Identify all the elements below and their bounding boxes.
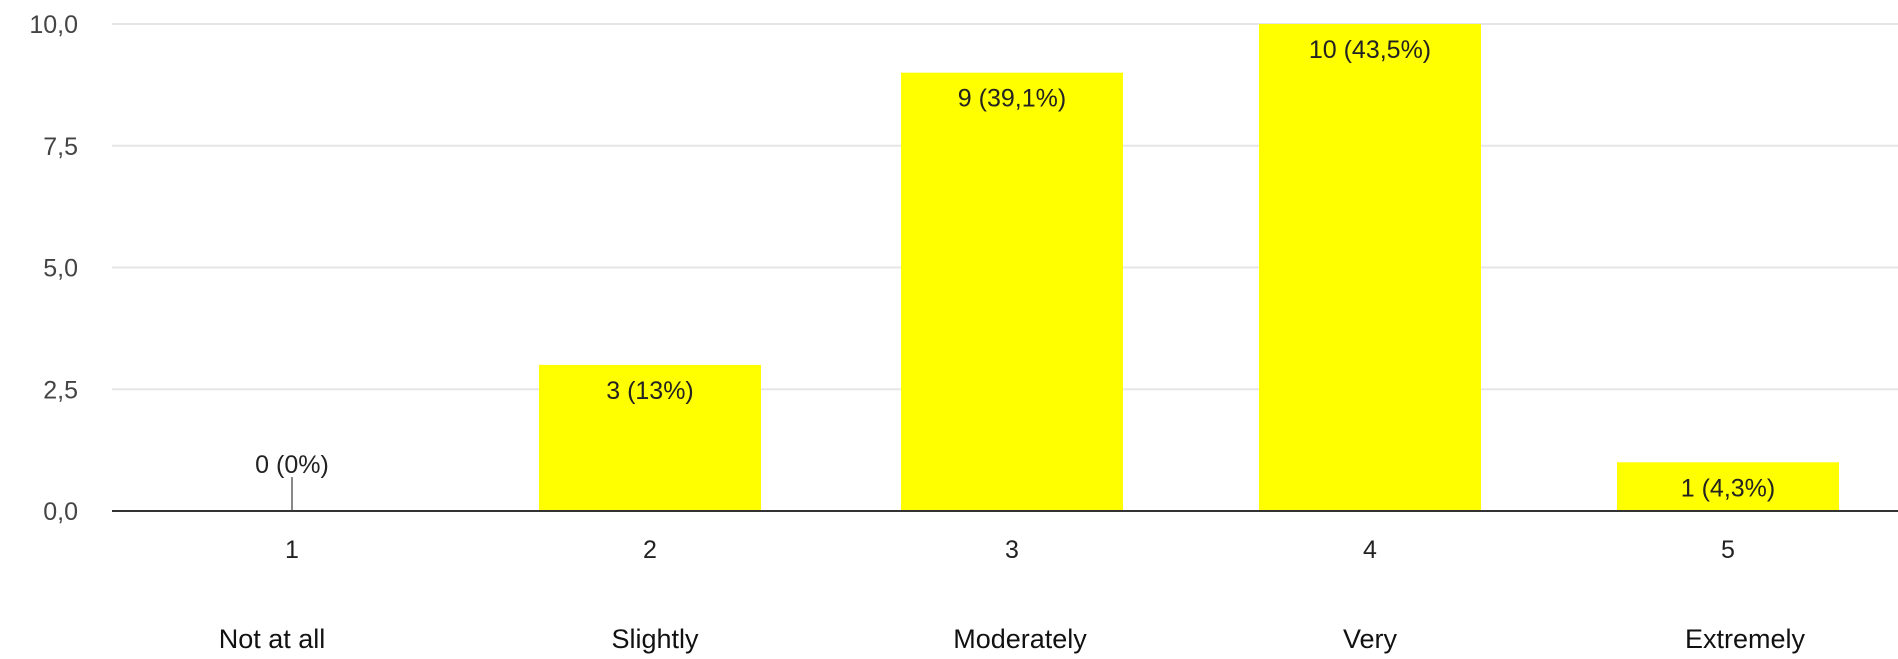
y-tick-label: 0,0 [43,498,78,526]
category-caption: Not at all [218,624,326,654]
y-axis-tick-labels: 0,0 2,5 5,0 7,5 10,0 [29,11,78,526]
bars [291,24,1839,511]
category-caption: Moderately [953,624,1087,654]
x-tick-label: 2 [643,536,657,564]
data-label: 1 (4,3%) [1681,474,1775,502]
y-tick-label: 7,5 [43,133,78,161]
x-tick-label: 1 [285,536,299,564]
category-caption: Extremely [1684,624,1806,654]
x-tick-label: 5 [1721,536,1735,564]
y-tick-label: 2,5 [43,376,78,404]
data-label: 3 (13%) [606,377,694,405]
x-tick-label: 4 [1363,536,1377,564]
category-caption: Slightly [611,624,699,654]
category-caption: Very [1342,624,1398,654]
y-tick-label: 5,0 [43,255,78,283]
data-label: 9 (39,1%) [958,85,1066,113]
data-label: 10 (43,5%) [1309,36,1431,64]
bar-2 [539,364,761,511]
x-axis-tick-labels: 1 2 3 4 5 [285,536,1735,564]
bar-5 [1617,462,1839,511]
bar-data-labels: 0 (0%) 3 (13%) 9 (39,1%) 10 (43,5%) 1 (4,3%) [255,36,1775,502]
data-label: 0 (0%) [255,451,329,479]
bar-chart: 0,0 2,5 5,0 7,5 10,0 0 (0%) 3 (13%) 9 (39,1%) 1… [29,11,1898,564]
bar-3 [901,72,1123,511]
x-tick-label: 3 [1005,536,1019,564]
y-tick-label: 10,0 [29,11,78,39]
bar-4 [1259,24,1481,511]
